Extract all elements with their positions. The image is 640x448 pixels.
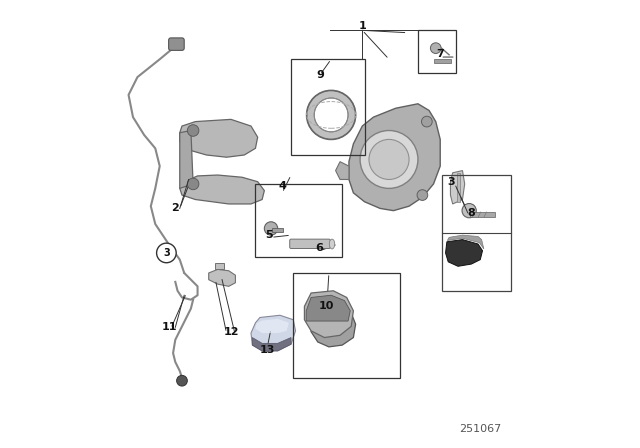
Circle shape bbox=[264, 222, 278, 235]
Polygon shape bbox=[447, 235, 484, 249]
Circle shape bbox=[188, 125, 199, 136]
Polygon shape bbox=[251, 315, 296, 351]
FancyBboxPatch shape bbox=[290, 239, 330, 249]
Circle shape bbox=[157, 243, 176, 263]
Bar bbox=[255, 184, 342, 258]
Text: 1: 1 bbox=[358, 21, 366, 31]
Text: 6: 6 bbox=[315, 243, 323, 254]
Polygon shape bbox=[306, 295, 350, 321]
Text: 3: 3 bbox=[447, 177, 455, 187]
Text: 10: 10 bbox=[319, 302, 334, 311]
Text: 12: 12 bbox=[223, 327, 239, 337]
Bar bbox=[433, 59, 451, 63]
Polygon shape bbox=[209, 269, 236, 286]
Polygon shape bbox=[252, 337, 291, 351]
Polygon shape bbox=[180, 119, 258, 157]
Circle shape bbox=[462, 203, 476, 218]
Circle shape bbox=[417, 190, 428, 200]
Text: 11: 11 bbox=[162, 322, 177, 332]
Bar bbox=[272, 228, 283, 232]
Circle shape bbox=[188, 178, 199, 190]
Circle shape bbox=[177, 375, 188, 386]
Polygon shape bbox=[305, 291, 353, 337]
Polygon shape bbox=[349, 104, 440, 211]
Polygon shape bbox=[457, 173, 460, 202]
Wedge shape bbox=[307, 90, 356, 139]
Polygon shape bbox=[216, 263, 224, 269]
Circle shape bbox=[431, 43, 441, 53]
Ellipse shape bbox=[330, 239, 335, 249]
Bar bbox=[293, 273, 400, 378]
Bar bbox=[442, 175, 511, 291]
Text: 251067: 251067 bbox=[459, 424, 501, 434]
Text: 9: 9 bbox=[316, 70, 324, 80]
Polygon shape bbox=[445, 240, 483, 266]
Bar bbox=[291, 59, 365, 155]
Polygon shape bbox=[180, 130, 193, 188]
Polygon shape bbox=[451, 171, 465, 204]
Text: 8: 8 bbox=[467, 208, 476, 218]
Circle shape bbox=[422, 116, 432, 127]
Circle shape bbox=[360, 130, 418, 188]
Text: 3: 3 bbox=[163, 248, 170, 258]
Polygon shape bbox=[311, 306, 356, 347]
Text: 2: 2 bbox=[172, 203, 179, 213]
Circle shape bbox=[369, 139, 409, 180]
Bar bbox=[418, 30, 456, 73]
Text: 13: 13 bbox=[260, 345, 275, 354]
Text: 4: 4 bbox=[278, 181, 286, 191]
Text: 5: 5 bbox=[265, 230, 273, 240]
Polygon shape bbox=[180, 175, 264, 204]
Text: 7: 7 bbox=[436, 49, 444, 59]
FancyBboxPatch shape bbox=[168, 38, 184, 50]
Polygon shape bbox=[255, 319, 289, 333]
Bar bbox=[470, 212, 495, 217]
Polygon shape bbox=[335, 162, 349, 180]
